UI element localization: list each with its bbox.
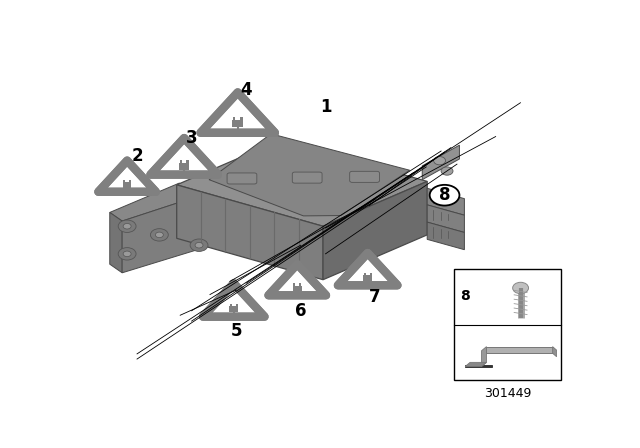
Polygon shape xyxy=(177,185,323,280)
Polygon shape xyxy=(428,222,465,250)
Circle shape xyxy=(123,224,131,229)
FancyBboxPatch shape xyxy=(349,171,380,182)
Circle shape xyxy=(434,156,445,165)
Ellipse shape xyxy=(513,282,529,294)
Polygon shape xyxy=(269,264,326,295)
FancyBboxPatch shape xyxy=(233,117,236,120)
Text: 8: 8 xyxy=(439,186,451,204)
FancyBboxPatch shape xyxy=(123,182,131,188)
Polygon shape xyxy=(481,347,486,366)
FancyBboxPatch shape xyxy=(363,275,372,281)
Polygon shape xyxy=(200,92,275,133)
Polygon shape xyxy=(122,194,207,273)
FancyBboxPatch shape xyxy=(454,269,561,380)
Polygon shape xyxy=(338,253,397,285)
Circle shape xyxy=(156,232,163,237)
Polygon shape xyxy=(203,283,264,317)
FancyBboxPatch shape xyxy=(124,180,125,182)
Text: 4: 4 xyxy=(241,81,252,99)
Polygon shape xyxy=(428,188,465,215)
Text: 8: 8 xyxy=(461,289,470,303)
FancyBboxPatch shape xyxy=(129,180,131,182)
Polygon shape xyxy=(323,181,428,280)
FancyBboxPatch shape xyxy=(180,160,182,163)
Text: 6: 6 xyxy=(295,302,307,320)
FancyBboxPatch shape xyxy=(186,160,189,163)
Circle shape xyxy=(118,248,136,260)
FancyBboxPatch shape xyxy=(229,306,239,312)
FancyBboxPatch shape xyxy=(179,163,189,170)
Polygon shape xyxy=(552,347,557,357)
Circle shape xyxy=(429,185,460,206)
Text: 7: 7 xyxy=(369,288,381,306)
FancyBboxPatch shape xyxy=(292,172,322,183)
Text: 2: 2 xyxy=(131,146,143,164)
Polygon shape xyxy=(110,212,122,273)
Polygon shape xyxy=(150,138,218,175)
Polygon shape xyxy=(209,134,410,216)
FancyBboxPatch shape xyxy=(227,173,257,184)
Polygon shape xyxy=(110,183,207,221)
Circle shape xyxy=(441,167,453,175)
FancyBboxPatch shape xyxy=(370,273,372,275)
Circle shape xyxy=(118,220,136,233)
FancyBboxPatch shape xyxy=(294,283,295,285)
Polygon shape xyxy=(422,145,460,180)
FancyBboxPatch shape xyxy=(230,304,232,306)
Text: 301449: 301449 xyxy=(484,388,531,401)
Text: 3: 3 xyxy=(186,129,197,147)
Text: 1: 1 xyxy=(320,98,332,116)
FancyBboxPatch shape xyxy=(364,273,365,275)
Polygon shape xyxy=(465,365,492,366)
Text: 5: 5 xyxy=(230,323,242,340)
Circle shape xyxy=(123,251,131,257)
Circle shape xyxy=(190,239,208,251)
FancyBboxPatch shape xyxy=(240,117,243,120)
Polygon shape xyxy=(177,140,428,226)
Polygon shape xyxy=(428,205,465,233)
FancyBboxPatch shape xyxy=(299,283,301,285)
FancyBboxPatch shape xyxy=(293,285,301,291)
Polygon shape xyxy=(465,362,486,366)
Polygon shape xyxy=(99,160,156,192)
Polygon shape xyxy=(486,347,552,353)
FancyBboxPatch shape xyxy=(236,304,238,306)
Circle shape xyxy=(150,228,168,241)
FancyBboxPatch shape xyxy=(232,120,243,127)
Circle shape xyxy=(195,242,203,248)
